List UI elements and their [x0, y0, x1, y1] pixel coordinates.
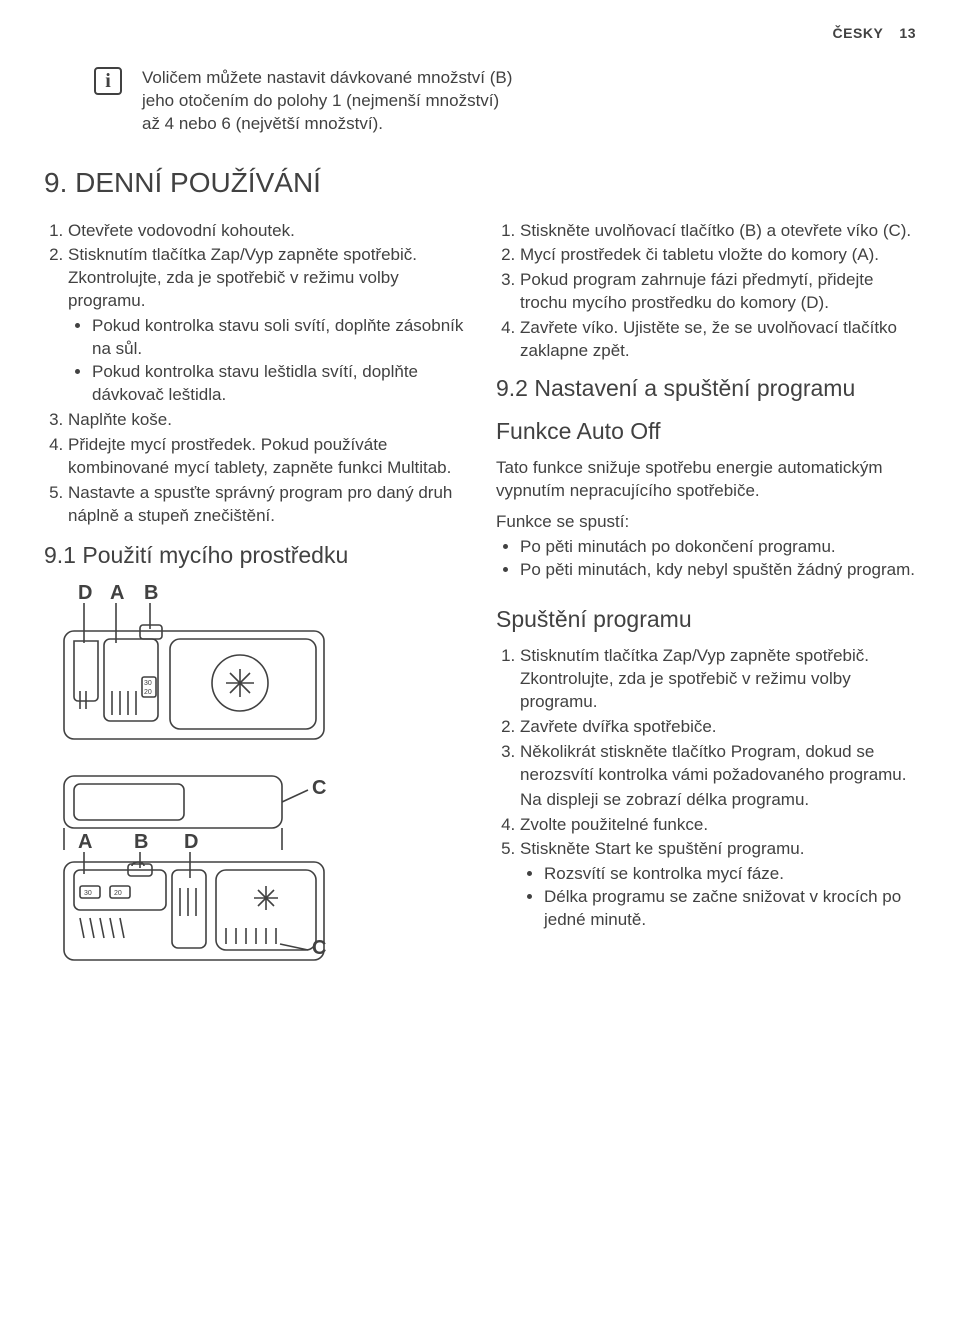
auto-off-intro: Funkce se spustí: [496, 511, 916, 534]
step-5: Nastavte a spusťte správný program pro d… [68, 482, 464, 528]
page-header: ČESKY 13 [44, 24, 916, 43]
sp-2: Zavřete dvířka spotřebiče. [520, 716, 916, 739]
step-2-b1: Pokud kontrolka stavu soli svítí, doplňt… [92, 315, 464, 361]
auto-off-list: Po pěti minutách po dokončení programu. … [496, 536, 916, 582]
d1-num-20: 20 [144, 689, 152, 696]
step-2-line2: Zkontrolujte, zda je spotřebič v režimu … [68, 267, 464, 313]
info-callout: i Voličem můžete nastavit dávkované množ… [94, 67, 514, 136]
sp-3: Několikrát stiskněte tlačítko Program, d… [520, 741, 916, 787]
start-program-steps-cont: Zvolte použitelné funkce. Stiskněte Star… [496, 814, 916, 933]
auto-off-para: Tato funkce snižuje spotřebu energie aut… [496, 457, 916, 503]
sp-4: Zvolte použitelné funkce. [520, 814, 916, 837]
s91-1: Stiskněte uvolňovací tlačítko (B) a otev… [520, 220, 916, 243]
d2-label-C: C [312, 777, 326, 799]
s91-2: Mycí prostředek či tabletu vložte do kom… [520, 244, 916, 267]
sp-1: Stisknutím tlačítka Zap/Vyp zapněte spot… [520, 645, 916, 714]
sp-3-after: Na displeji se zobrazí délka programu. [520, 789, 916, 812]
header-lang: ČESKY [833, 25, 883, 41]
auto-off-b1: Po pěti minutách po dokončení programu. [520, 536, 916, 559]
d2-label-D: D [184, 831, 198, 853]
d2-label-C2: C [312, 937, 326, 959]
left-column: Otevřete vodovodní kohoutek. Stisknutím … [44, 220, 464, 980]
auto-off-heading: Funkce Auto Off [496, 416, 916, 447]
d1-num-30: 30 [144, 680, 152, 687]
d2-label-B: B [134, 831, 148, 853]
subheading-92: 9.2 Nastavení a spuštění programu [496, 373, 916, 404]
steps-91: Stiskněte uvolňovací tlačítko (B) a otev… [496, 220, 916, 364]
d1-label-B: B [144, 582, 158, 604]
two-column-layout: Otevřete vodovodní kohoutek. Stisknutím … [44, 220, 916, 980]
d2-num-20: 20 [114, 890, 122, 897]
sp-5-b2: Délka programu se začne snižovat v krocí… [544, 886, 916, 932]
step-2-b2: Pokud kontrolka stavu leštidla svítí, do… [92, 361, 464, 407]
right-column: Stiskněte uvolňovací tlačítko (B) a otev… [496, 220, 916, 980]
detergent-diagram-1: D A B 30 20 [44, 581, 464, 756]
start-program-heading: Spuštění programu [496, 604, 916, 635]
auto-off-b2: Po pěti minutách, kdy nebyl spuštěn žádn… [520, 559, 916, 582]
step-4: Přidejte mycí prostředek. Pokud používát… [68, 434, 464, 480]
s91-3: Pokud program zahrnuje fázi předmytí, př… [520, 269, 916, 315]
sp-5-b1: Rozsvítí se kontrolka mycí fáze. [544, 863, 916, 886]
header-page: 13 [899, 25, 916, 41]
d1-label-D: D [78, 582, 92, 604]
d1-label-A: A [110, 582, 124, 604]
s91-4: Zavřete víko. Ujistěte se, že se uvolňov… [520, 317, 916, 363]
d2-label-A: A [78, 831, 92, 853]
subheading-91: 9.1 Použití mycího prostředku [44, 540, 464, 571]
step-2: Stisknutím tlačítka Zap/Vyp zapněte spot… [68, 244, 464, 407]
info-icon: i [94, 67, 122, 95]
detergent-diagram-2: C A B D [44, 768, 464, 968]
step-3: Naplňte koše. [68, 409, 464, 432]
step-1: Otevřete vodovodní kohoutek. [68, 220, 464, 243]
daily-use-steps: Otevřete vodovodní kohoutek. Stisknutím … [44, 220, 464, 528]
start-program-steps: Stisknutím tlačítka Zap/Vyp zapněte spot… [496, 645, 916, 787]
info-text: Voličem můžete nastavit dávkované množst… [142, 67, 514, 136]
sp-5: Stiskněte Start ke spuštění programu. Ro… [520, 838, 916, 932]
d2-num-30: 30 [84, 890, 92, 897]
sp-5-bullets: Rozsvítí se kontrolka mycí fáze. Délka p… [520, 863, 916, 932]
section-9-title: 9. DENNÍ POUŽÍVÁNÍ [44, 164, 916, 202]
step-2-bullets: Pokud kontrolka stavu soli svítí, doplňt… [68, 315, 464, 407]
